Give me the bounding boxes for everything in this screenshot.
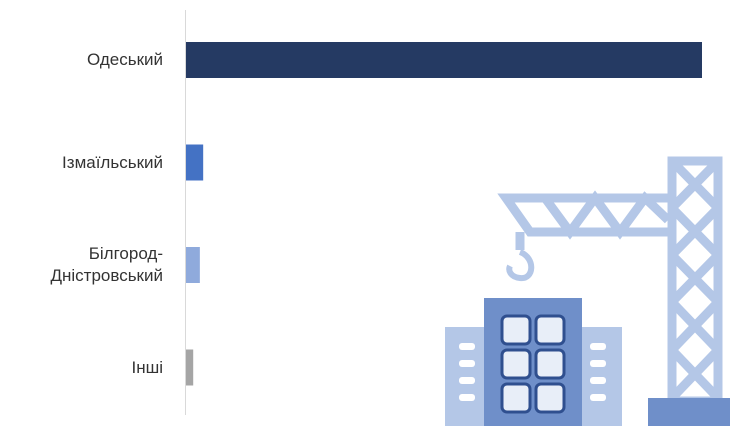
bar <box>186 42 702 78</box>
bar <box>186 247 200 283</box>
bar <box>186 349 194 386</box>
bar <box>186 144 204 181</box>
y-tick-label: Одеський <box>86 50 163 69</box>
y-tick-label: Інші <box>131 357 163 377</box>
y-tick-label: Білгород-Дністровський <box>50 244 163 285</box>
crane-illustration <box>445 156 730 426</box>
y-tick-label: Ізмаїльський <box>62 152 163 172</box>
